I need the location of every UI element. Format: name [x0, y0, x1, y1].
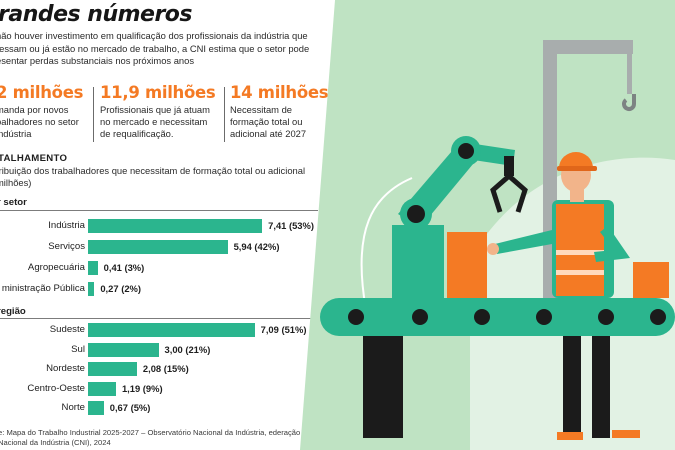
value-label: 7,41 (53%): [268, 220, 314, 231]
worker-leg: [592, 330, 610, 438]
bar: [88, 362, 137, 376]
robot-cable: [360, 177, 413, 311]
category-label: Sul: [71, 343, 85, 355]
conveyor-roller: [412, 309, 428, 325]
worker-shoe: [612, 430, 640, 438]
category-label: Sudeste: [49, 324, 85, 335]
section-description: tribuição dos trabalhadores que necessit…: [0, 165, 306, 188]
worker-hand: [487, 243, 499, 255]
category-label: Serviços: [48, 241, 85, 252]
stat-requalification: 11,9 milhões Profissionais que já atuam …: [100, 83, 218, 140]
stat-value: 14 milhões: [230, 83, 329, 102]
stat-description: manda por novos balhadores no setor indú…: [0, 104, 79, 139]
stat-value: 2 milhões: [0, 83, 84, 102]
worker-shoe: [557, 432, 583, 440]
stat-description: Necessitam de formação total ou adiciona…: [230, 104, 307, 139]
conveyor-roller: [474, 309, 490, 325]
worker-arm: [594, 226, 630, 262]
stat-training-total: 14 milhões Necessitam de formação total …: [230, 83, 329, 140]
category-label: Nordeste: [46, 363, 85, 374]
stat-value: 11,9 milhões: [100, 83, 216, 102]
bar-row: Centro-Oeste 1,19 (9%): [0, 381, 330, 397]
chart-divider: [0, 210, 318, 211]
worker-helmet: [559, 152, 593, 168]
orange-box: [447, 232, 487, 298]
factory-worker-illustration: [300, 0, 675, 450]
stat-divider: [93, 87, 94, 142]
category-label: Norte: [61, 402, 85, 413]
bar-row: Nordeste 2,08 (15%): [0, 361, 330, 377]
bar-row: Sul 3,00 (21%): [0, 342, 330, 358]
robot-wrist: [504, 156, 514, 176]
chart-title-region: região: [0, 306, 26, 317]
bar: [88, 261, 98, 275]
category-label: ministração Pública: [1, 283, 85, 294]
source-note: e: Mapa do Trabalho Industrial 2025-2027…: [0, 428, 301, 447]
section-title: TALHAMENTO: [0, 153, 68, 164]
conveyor-roller: [650, 309, 666, 325]
category-label: Centro-Oeste: [27, 382, 85, 394]
stat-divider: [224, 87, 225, 142]
bar-row: Serviços 5,94 (42%): [0, 239, 330, 255]
category-label: Indústria: [48, 220, 85, 231]
value-label: 3,00 (21%): [164, 343, 211, 355]
conveyor-belt: [320, 298, 675, 336]
crane-cable: [627, 54, 632, 94]
vest-stripe: [556, 270, 604, 275]
value-label: 1,19 (9%): [121, 382, 163, 394]
conveyor-roller: [598, 309, 614, 325]
worker-leg: [563, 330, 581, 438]
robot-gripper: [490, 174, 528, 213]
bar-row: Norte 0,67 (5%): [0, 400, 330, 416]
bar: [88, 219, 263, 233]
bar: [88, 381, 116, 396]
value-label: 0,67 (5%): [109, 402, 151, 413]
conveyor-roller: [536, 309, 552, 325]
value-label: 2,08 (15%): [142, 363, 189, 374]
bar-row: Agropecuária 0,41 (3%): [0, 260, 330, 276]
robot-shoulder-pin: [407, 205, 425, 223]
intro-text: não houver investimento em qualificação …: [0, 30, 310, 66]
bar: [88, 401, 104, 415]
stat-new-workers: 2 milhões manda por novos balhadores no …: [0, 83, 92, 140]
stat-description: Profissionais que já atuam no mercado e …: [100, 104, 210, 139]
chart-title-sector: r setor: [0, 197, 27, 208]
bar: [88, 323, 255, 337]
conveyor-roller: [348, 309, 364, 325]
robot-elbow-pin: [458, 143, 474, 159]
worker-arm: [495, 230, 552, 254]
category-label: Agropecuária: [27, 262, 85, 273]
conveyor-leg: [363, 336, 403, 438]
bar-row: ministração Pública 0,27 (2%): [0, 281, 330, 297]
crane-hook: [622, 94, 636, 111]
value-label: 7,09 (51%): [260, 324, 307, 335]
value-label: 5,94 (42%): [233, 241, 280, 252]
bar-row: Indústria 7,41 (53%): [0, 218, 330, 234]
value-label: 0,27 (2%): [100, 283, 141, 294]
orange-box: [633, 262, 669, 298]
bar: [88, 342, 159, 357]
page-title: randes números: [0, 2, 193, 27]
crane-arm: [543, 40, 633, 54]
value-label: 0,41 (3%): [103, 262, 145, 273]
bar: [88, 240, 228, 254]
bar: [88, 282, 95, 296]
helmet-brim: [557, 166, 597, 171]
chart-divider: [0, 318, 318, 319]
vest-stripe: [556, 250, 604, 255]
bar-row: Sudeste 7,09 (51%): [0, 322, 330, 338]
